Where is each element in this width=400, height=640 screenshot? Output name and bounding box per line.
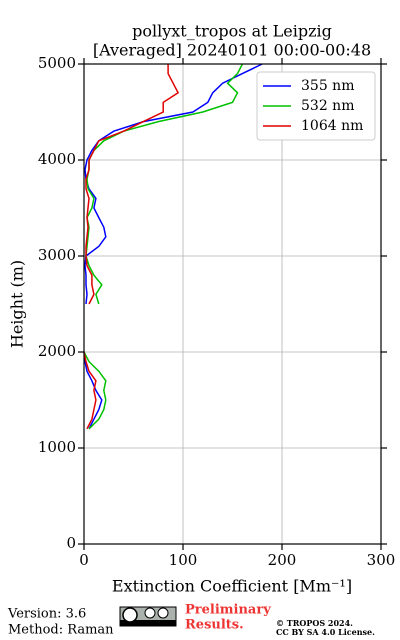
version: Version: 3.6 bbox=[7, 607, 86, 622]
x-tick-label: 0 bbox=[79, 551, 89, 569]
x-tick-label: 100 bbox=[169, 551, 198, 569]
cc-logo bbox=[119, 606, 177, 627]
y-tick-label: 4000 bbox=[38, 150, 76, 168]
method: Method: Raman bbox=[8, 623, 114, 638]
plot-frame bbox=[83, 63, 382, 545]
legend-label: 532 nm bbox=[301, 98, 354, 114]
chart-title: pollyxt_tropos at Leipzig bbox=[132, 22, 332, 41]
chart-subtitle: [Averaged] 20240101 00:00-00:48 bbox=[93, 41, 371, 60]
y-axis-label: Height (m) bbox=[8, 260, 27, 348]
legend: 355 nm 532 nm 1064 nm bbox=[256, 71, 376, 141]
profile-line bbox=[83, 64, 180, 430]
y-tick-label: 1000 bbox=[38, 438, 76, 456]
copyright: CC BY SA 4.0 License. bbox=[276, 627, 375, 637]
y-tick-label: 5000 bbox=[38, 54, 76, 72]
y-tick-label: 2000 bbox=[38, 342, 76, 360]
legend-label: 355 nm bbox=[301, 78, 354, 94]
x-axis-label: Extinction Coefficient [Mm⁻¹] bbox=[112, 577, 352, 596]
legend-label: 1064 nm bbox=[301, 118, 363, 134]
notice: Results. bbox=[185, 618, 244, 633]
notice: Preliminary bbox=[185, 603, 271, 618]
copyright: © TROPOS 2024. bbox=[276, 618, 353, 628]
profile-line bbox=[83, 63, 244, 430]
x-tick-label: 300 bbox=[367, 551, 396, 569]
y-tick-label: 3000 bbox=[38, 246, 76, 264]
y-tick-label: 0 bbox=[66, 534, 76, 552]
legend-box bbox=[256, 71, 376, 141]
x-tick-label: 200 bbox=[268, 551, 297, 569]
